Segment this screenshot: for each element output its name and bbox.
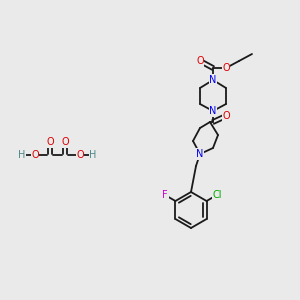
Text: O: O bbox=[222, 111, 230, 121]
Text: O: O bbox=[76, 150, 84, 160]
Text: F: F bbox=[162, 190, 168, 200]
Text: N: N bbox=[209, 75, 217, 85]
Text: O: O bbox=[222, 63, 230, 73]
Text: N: N bbox=[209, 106, 217, 116]
Text: Cl: Cl bbox=[212, 190, 222, 200]
Text: O: O bbox=[196, 56, 204, 66]
Text: O: O bbox=[46, 137, 54, 147]
Text: O: O bbox=[61, 137, 69, 147]
Text: H: H bbox=[89, 150, 97, 160]
Text: N: N bbox=[196, 149, 204, 159]
Text: O: O bbox=[31, 150, 39, 160]
Text: H: H bbox=[18, 150, 26, 160]
